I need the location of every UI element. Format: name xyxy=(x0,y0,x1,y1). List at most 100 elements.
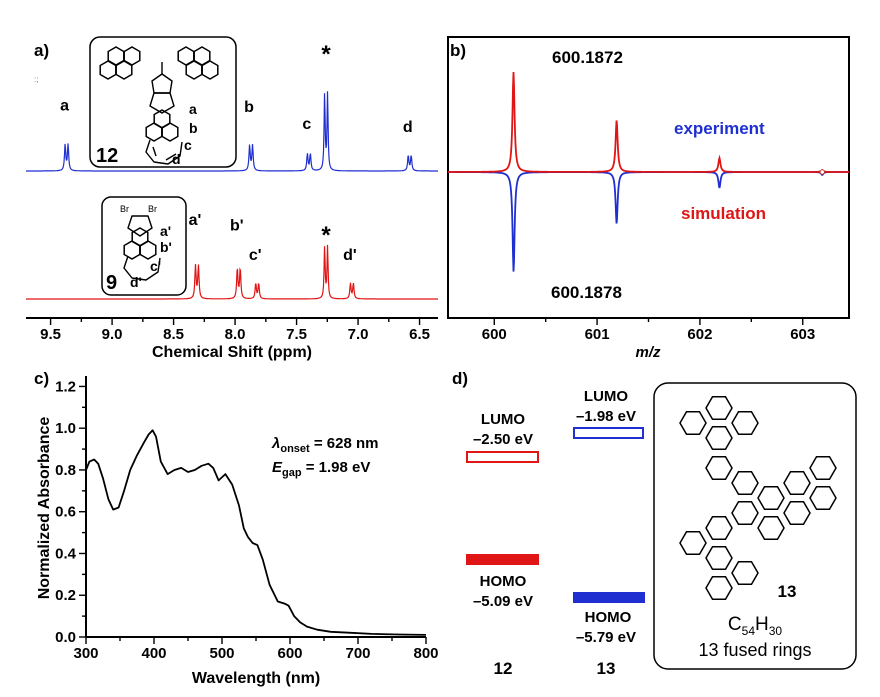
nmr-panel: 9.5 9.0 8.5 8.0 7.5 7.0 6.5 Chemical Shift (pp… xyxy=(26,36,438,361)
structure-9-label-c-prime: c' xyxy=(150,258,161,274)
structure-9-br-right: Br xyxy=(148,204,157,214)
uv-x-tick-label: 600 xyxy=(277,645,302,662)
uv-gap-annotation: Egap = 1.98 eV xyxy=(272,459,370,479)
structure-9: Br Br a' b' c' d' 9 xyxy=(101,196,187,296)
uv-onset-annotation: λonset = 628 nm xyxy=(271,435,378,455)
lumo-12-label: LUMO xyxy=(481,411,525,428)
panel-label-b: b) xyxy=(450,41,466,60)
structure-13-formula: C54H30 xyxy=(728,614,783,638)
nmr-peak-label: c' xyxy=(249,247,262,264)
nmr-x-label: Chemical Shift (ppm) xyxy=(152,344,312,361)
uv-gap-symbol: E xyxy=(272,459,283,476)
uv-onset-value: = 628 nm xyxy=(310,435,379,452)
nmr-spectra xyxy=(26,91,438,300)
nmr-peak-label: d xyxy=(403,119,413,136)
ms-tick-label: 601 xyxy=(585,326,610,343)
nmr-peak-label: * xyxy=(321,222,331,249)
homo-12-label: HOMO xyxy=(480,573,527,590)
ms-spectrum-simulation xyxy=(448,71,849,173)
nmr-peak-label: c xyxy=(302,116,311,133)
panel-label-c: c) xyxy=(34,369,49,388)
uv-x-tick-label: 500 xyxy=(209,645,234,662)
panel-label-a: a) xyxy=(34,41,49,60)
uv-y-tick-label: 0.2 xyxy=(55,587,76,604)
nmr-peak-labels: a bc*da' b'c'*d' xyxy=(60,41,412,264)
nmr-peak-label: * xyxy=(321,41,331,68)
nmr-tick-label: 9.5 xyxy=(40,326,61,343)
nmr-spectrum-9 xyxy=(26,244,438,300)
ms-x-label: m/z xyxy=(635,344,661,361)
uv-y-tick-label: 0.8 xyxy=(55,462,76,479)
ms-ticks: 600 601 602 603 xyxy=(482,318,815,343)
nmr-tick-label: 8.5 xyxy=(163,326,184,343)
ms-tick-label: 600 xyxy=(482,326,507,343)
nmr-tick-label: 8.0 xyxy=(225,326,246,343)
uv-x-tick-label: 800 xyxy=(413,645,438,662)
nmr-tick-label: 6.5 xyxy=(409,326,430,343)
uvvis-panel: 300 400 500 600 700 8000.00.20.40.60.81.01.2 … xyxy=(36,376,439,687)
structure-12: a b c d 12 xyxy=(89,36,237,168)
uv-y-tick-label: 0.4 xyxy=(55,545,77,562)
ms-tick-label: 603 xyxy=(790,326,815,343)
formula-c-count: 54 xyxy=(742,624,756,638)
compound-12-label: 12 xyxy=(96,145,118,167)
ms-spectra xyxy=(448,71,849,272)
lumo-13-value: –1.98 eV xyxy=(576,408,636,425)
uv-onset-subscript: onset xyxy=(280,443,310,455)
structure-13: 13 C54H30 13 fused rings xyxy=(653,382,857,670)
stray-mark: :; xyxy=(34,75,38,84)
homo-12-level xyxy=(466,554,539,565)
homo-13-label: HOMO xyxy=(585,609,632,626)
ms-peak-label-simulation: 600.1872 xyxy=(552,48,623,67)
formula-c: C xyxy=(728,614,742,635)
uv-gap-value: = 1.98 eV xyxy=(302,459,371,476)
uv-y-tick-label: 0.0 xyxy=(55,629,76,646)
lumo-13-level xyxy=(573,427,644,439)
uv-x-tick-label: 300 xyxy=(73,645,98,662)
structure-13-caption: 13 fused rings xyxy=(698,640,811,660)
ms-tick-label: 602 xyxy=(687,326,712,343)
lumo-13-label: LUMO xyxy=(584,388,628,405)
structure-12-label-b: b xyxy=(189,120,198,136)
uv-ticks: 300 400 500 600 700 800 0.0 0.2 0.4 0.6 0.8 1.0 1.2 xyxy=(55,378,438,662)
energy-panel: LUMO –2.50 eV HOMO –5.09 eV 12 LUMO –1.9… xyxy=(466,382,857,678)
uv-x-label: Wavelength (nm) xyxy=(192,670,320,687)
uv-absorbance-curve xyxy=(85,429,427,636)
ms-peak-label-experiment: 600.1878 xyxy=(551,283,622,302)
ms-spectrum-experiment xyxy=(448,171,849,272)
uv-onset-symbol: λ xyxy=(271,435,280,452)
panel-label-d: d) xyxy=(452,369,468,388)
formula-h-count: 30 xyxy=(769,624,783,638)
nmr-ticks: 9.5 9.0 8.5 8.0 7.5 7.0 6.5 xyxy=(40,318,430,343)
lumo-12-level xyxy=(466,451,539,463)
nmr-peak-label: b' xyxy=(230,218,244,235)
structure-12-label-c: c xyxy=(184,137,192,153)
nmr-peak-label: a xyxy=(60,98,69,115)
homo-12-value: –5.09 eV xyxy=(473,593,533,610)
legend-simulation: simulation xyxy=(681,204,766,223)
nmr-spectrum-12 xyxy=(26,91,438,172)
homo-13-level xyxy=(573,592,645,603)
compound-12-name: 12 xyxy=(494,659,513,678)
structure-12-label-a: a xyxy=(189,101,197,117)
lumo-12-value: –2.50 eV xyxy=(473,431,533,448)
structure-9-label-b-prime: b' xyxy=(160,239,172,255)
nmr-tick-label: 7.0 xyxy=(348,326,369,343)
uv-x-tick-label: 400 xyxy=(141,645,166,662)
uv-y-tick-label: 1.2 xyxy=(55,378,76,395)
uv-gap-subscript: gap xyxy=(282,467,302,479)
compound-9-label: 9 xyxy=(106,272,117,294)
ms-panel: 600 601 602 603 m/z 600.1872 600.1878 exper… xyxy=(447,36,850,361)
nmr-tick-label: 7.5 xyxy=(286,326,307,343)
uv-y-tick-label: 1.0 xyxy=(55,420,76,437)
structure-13-number: 13 xyxy=(778,582,797,601)
homo-13-value: –5.79 eV xyxy=(576,629,636,646)
structure-12-label-d: d xyxy=(172,151,181,167)
compound-13-name: 13 xyxy=(597,659,616,678)
structure-9-label-a-prime: a' xyxy=(160,223,171,239)
uv-y-label: Normalized Absorbance xyxy=(36,417,53,600)
uv-y-tick-label: 0.6 xyxy=(55,504,76,521)
uv-spectrum xyxy=(85,429,427,636)
formula-h: H xyxy=(755,614,769,635)
